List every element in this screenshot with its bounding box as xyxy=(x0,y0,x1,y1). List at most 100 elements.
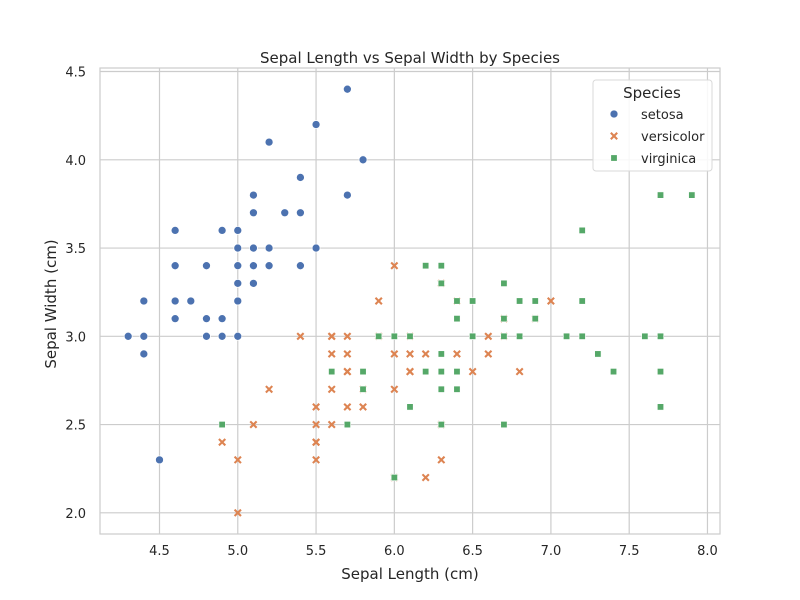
setosa-point xyxy=(155,455,164,465)
versicolor-point xyxy=(327,350,336,358)
setosa-point xyxy=(170,226,180,235)
x-tick-label: 5.0 xyxy=(227,544,248,559)
setosa-point xyxy=(217,331,227,341)
x-tick-label: 5.5 xyxy=(306,544,327,559)
virginica-point xyxy=(406,332,414,340)
virginica-point xyxy=(375,332,383,340)
y-tick-label: 4.0 xyxy=(65,154,86,169)
setosa-point xyxy=(217,314,227,324)
virginica-point xyxy=(437,279,445,287)
setosa-point xyxy=(343,84,352,94)
legend-title: Species xyxy=(623,84,681,102)
x-tick-label: 7.5 xyxy=(619,544,640,559)
setosa-point xyxy=(233,331,243,341)
tick-labels: 4.5 5.0 5.5 6.0 6.5 7.0 7.5 8.0 2.0 2.5 3.0 3.5 4.0 4… xyxy=(65,66,718,559)
versicolor-point xyxy=(233,508,242,517)
legend-marker-versicolor xyxy=(610,132,618,140)
virginica-point xyxy=(563,332,571,340)
y-tick-label: 3.0 xyxy=(65,330,86,345)
versicolor-point xyxy=(359,402,367,411)
x-tick-label: 6.5 xyxy=(462,544,483,559)
versicolor-point xyxy=(484,350,493,358)
setosa-point xyxy=(233,261,243,271)
setosa-point xyxy=(311,243,321,253)
setosa-point xyxy=(123,331,133,341)
versicolor-point xyxy=(265,385,274,394)
setosa-point xyxy=(358,155,368,165)
setosa-point xyxy=(249,243,258,253)
setosa-point xyxy=(264,261,274,271)
versicolor-point xyxy=(233,455,242,464)
versicolor-point xyxy=(343,350,352,358)
versicolor-point xyxy=(515,367,524,376)
virginica-point xyxy=(437,350,445,358)
x-axis-label: Sepal Length (cm) xyxy=(341,565,478,583)
x-tick-label: 8.0 xyxy=(697,544,718,559)
setosa-point xyxy=(296,173,305,182)
legend-marker-setosa xyxy=(609,109,619,119)
chart-title: Sepal Length vs Sepal Width by Species xyxy=(260,49,560,67)
series-setosa xyxy=(123,84,368,465)
setosa-point xyxy=(202,261,211,271)
setosa-point xyxy=(186,296,196,306)
y-tick-label: 2.5 xyxy=(65,419,86,434)
virginica-point xyxy=(437,421,445,429)
setosa-point xyxy=(139,296,149,306)
virginica-point xyxy=(453,315,461,323)
legend: Species setosa versicolor virginica xyxy=(592,79,713,172)
x-tick-label: 4.5 xyxy=(149,544,170,559)
virginica-point xyxy=(500,279,508,287)
versicolor-point xyxy=(390,350,399,358)
virginica-point xyxy=(657,332,665,340)
virginica-point xyxy=(437,385,445,393)
virginica-point xyxy=(453,385,461,393)
setosa-point xyxy=(170,296,180,306)
virginica-point xyxy=(453,297,461,305)
setosa-point xyxy=(249,261,258,271)
versicolor-point xyxy=(453,350,461,358)
virginica-point xyxy=(531,315,539,323)
setosa-point xyxy=(311,120,321,129)
plot-frame xyxy=(99,67,721,535)
setosa-point xyxy=(296,261,305,271)
setosa-point xyxy=(249,278,258,288)
virginica-point xyxy=(437,368,445,376)
virginica-point xyxy=(359,368,367,376)
virginica-point xyxy=(422,368,430,376)
virginica-point xyxy=(406,403,414,411)
virginica-point xyxy=(657,403,665,411)
setosa-point xyxy=(233,226,243,235)
setosa-point xyxy=(233,243,243,253)
series-virginica xyxy=(218,191,696,482)
versicolor-point xyxy=(218,438,227,447)
y-axis-label: Sepal Width (cm) xyxy=(42,239,60,368)
versicolor-point xyxy=(484,332,493,341)
versicolor-point xyxy=(406,367,414,376)
versicolor-point xyxy=(343,332,352,341)
virginica-point xyxy=(516,332,524,340)
versicolor-point xyxy=(343,367,352,376)
x-tick-label: 6.0 xyxy=(384,544,405,559)
versicolor-point xyxy=(421,350,430,358)
setosa-point xyxy=(264,137,274,147)
legend-box xyxy=(592,79,713,172)
virginica-point xyxy=(578,226,586,234)
setosa-point xyxy=(139,349,149,359)
virginica-point xyxy=(688,191,696,199)
y-tick-label: 3.5 xyxy=(65,242,86,257)
versicolor-point xyxy=(327,420,336,429)
virginica-point xyxy=(531,297,539,305)
virginica-point xyxy=(343,421,351,429)
versicolor-point xyxy=(406,350,414,358)
virginica-point xyxy=(500,421,508,429)
setosa-point xyxy=(170,314,180,324)
virginica-point xyxy=(390,332,398,340)
virginica-point xyxy=(469,297,477,305)
versicolor-point xyxy=(249,420,258,429)
virginica-point xyxy=(578,332,586,340)
virginica-point xyxy=(516,297,524,305)
versicolor-point xyxy=(312,455,321,464)
setosa-point xyxy=(139,331,149,341)
versicolor-point xyxy=(468,367,477,376)
